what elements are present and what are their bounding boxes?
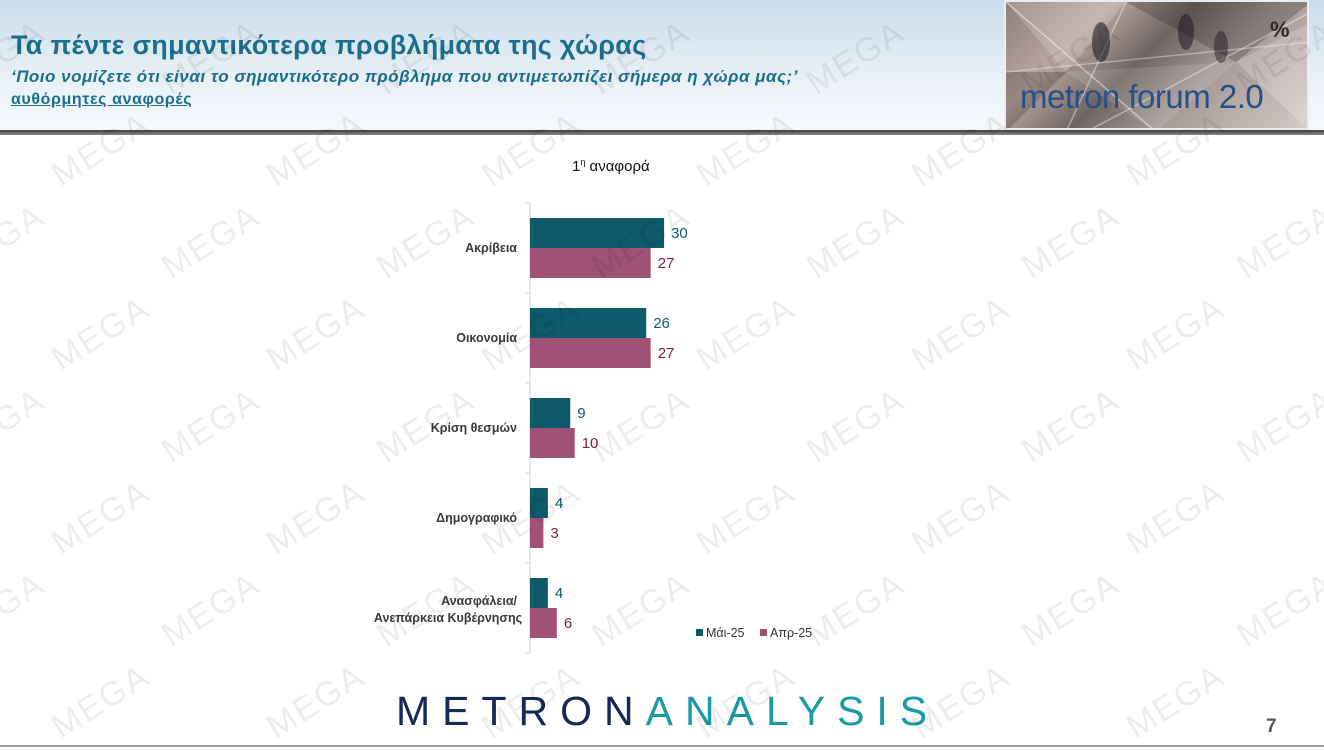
bar — [530, 218, 665, 248]
bar — [530, 338, 651, 368]
bar — [530, 308, 647, 338]
category-label: Ακρίβεια — [465, 241, 517, 255]
header-divider — [0, 130, 1324, 135]
data-label: 4 — [555, 495, 563, 512]
legend-swatch — [760, 629, 767, 636]
bar — [530, 608, 557, 638]
brand-metron: METRON — [396, 688, 646, 734]
bar — [530, 578, 548, 608]
bar — [530, 518, 544, 548]
logo-photo-pattern — [1006, 2, 1307, 128]
bar — [530, 248, 651, 278]
bar — [530, 488, 548, 518]
data-label: 27 — [658, 345, 675, 362]
data-label: 30 — [671, 225, 688, 242]
chart-subtitle-ordinal: η — [580, 157, 586, 167]
brand-analysis: ANALYSIS — [645, 688, 940, 734]
response-type-note: αυθόρμητες αναφορές — [11, 91, 193, 108]
metron-analysis-logo: METRONANALYSIS — [396, 688, 939, 735]
legend-label: Απρ-25 — [770, 626, 812, 640]
data-label: 26 — [653, 315, 670, 332]
data-label: 3 — [550, 525, 558, 542]
category-label: Κρίση θεσμών — [431, 421, 517, 435]
legend-label: Μάι-25 — [706, 626, 745, 640]
bar — [530, 428, 575, 458]
data-label: 27 — [658, 255, 675, 272]
category-label: Δημογραφικό — [436, 511, 517, 525]
unit-symbol: % — [1270, 17, 1290, 42]
chart-subtitle-text: αναφορά — [585, 158, 650, 175]
category-label: Ανασφάλεια/Ανεπάρκεια Κυβέρνησης — [374, 594, 522, 625]
page-number: 7 — [1266, 716, 1277, 737]
data-label: 9 — [577, 405, 585, 422]
survey-question: ‘Ποιο νομίζετε ότι είναι το σημαντικότερ… — [11, 67, 798, 86]
category-label: Οικονομία — [456, 331, 517, 345]
data-label: 4 — [555, 585, 563, 602]
chart-subtitle-number: 1 — [572, 158, 581, 175]
chart-subtitle: 1η αναφορά — [572, 157, 650, 175]
logo-text: metron forum 2.0 — [1020, 78, 1264, 115]
data-label: 10 — [582, 435, 599, 452]
footer-divider — [0, 745, 1324, 747]
legend-swatch — [696, 629, 703, 636]
page-title: Τα πέντε σημαντικότερα προβλήματα της χώ… — [11, 30, 647, 60]
bar — [530, 398, 571, 428]
data-label: 6 — [564, 615, 572, 632]
metron-forum-logo: metron forum 2.0 — [1004, 0, 1309, 130]
